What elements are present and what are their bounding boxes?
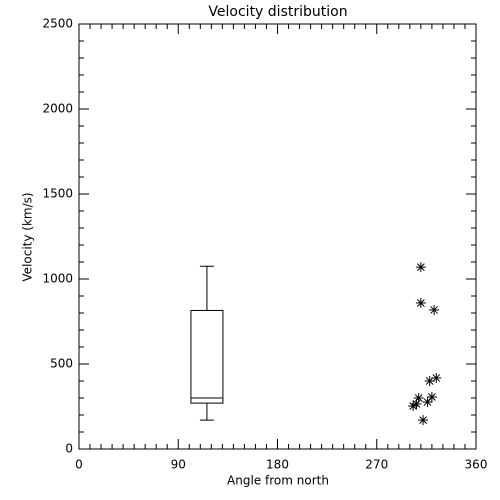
plot-frame — [78, 23, 477, 450]
x-tick-label: 180 — [266, 458, 289, 472]
x-tick-label: 360 — [465, 458, 488, 472]
y-tick-label: 2500 — [42, 17, 73, 31]
y-tick-label: 1500 — [42, 187, 73, 201]
scatter-point — [415, 262, 426, 273]
x-tick-label: 270 — [365, 458, 388, 472]
y-axis-label: Velocity (km/s) — [21, 192, 35, 281]
y-tick-label: 0 — [65, 442, 73, 456]
box — [190, 309, 224, 404]
asterisk-stroke — [423, 398, 432, 406]
scatter-point — [408, 400, 419, 411]
scatter-point — [418, 415, 429, 426]
x-tick-label: 90 — [171, 458, 186, 472]
asterisk-stroke — [417, 263, 425, 271]
chart-title: Velocity distribution — [208, 4, 347, 20]
asterisk-stroke — [409, 402, 417, 410]
asterisk-stroke — [430, 306, 438, 314]
box-plot — [190, 265, 224, 421]
asterisk-stroke — [425, 377, 434, 385]
scatter-point — [424, 376, 435, 386]
asterisk-stroke — [419, 416, 427, 424]
y-tick-label: 1000 — [42, 272, 73, 286]
x-axis-label: Angle from north — [227, 474, 329, 488]
scatter-point — [429, 304, 440, 315]
x-tick-label: 0 — [75, 458, 83, 472]
scatter-point — [422, 397, 433, 408]
scatter-point — [415, 297, 426, 308]
y-tick-label: 2000 — [42, 102, 73, 116]
asterisk-stroke — [432, 374, 441, 382]
asterisk-stroke — [417, 299, 425, 307]
y-tick-label: 500 — [50, 357, 73, 371]
